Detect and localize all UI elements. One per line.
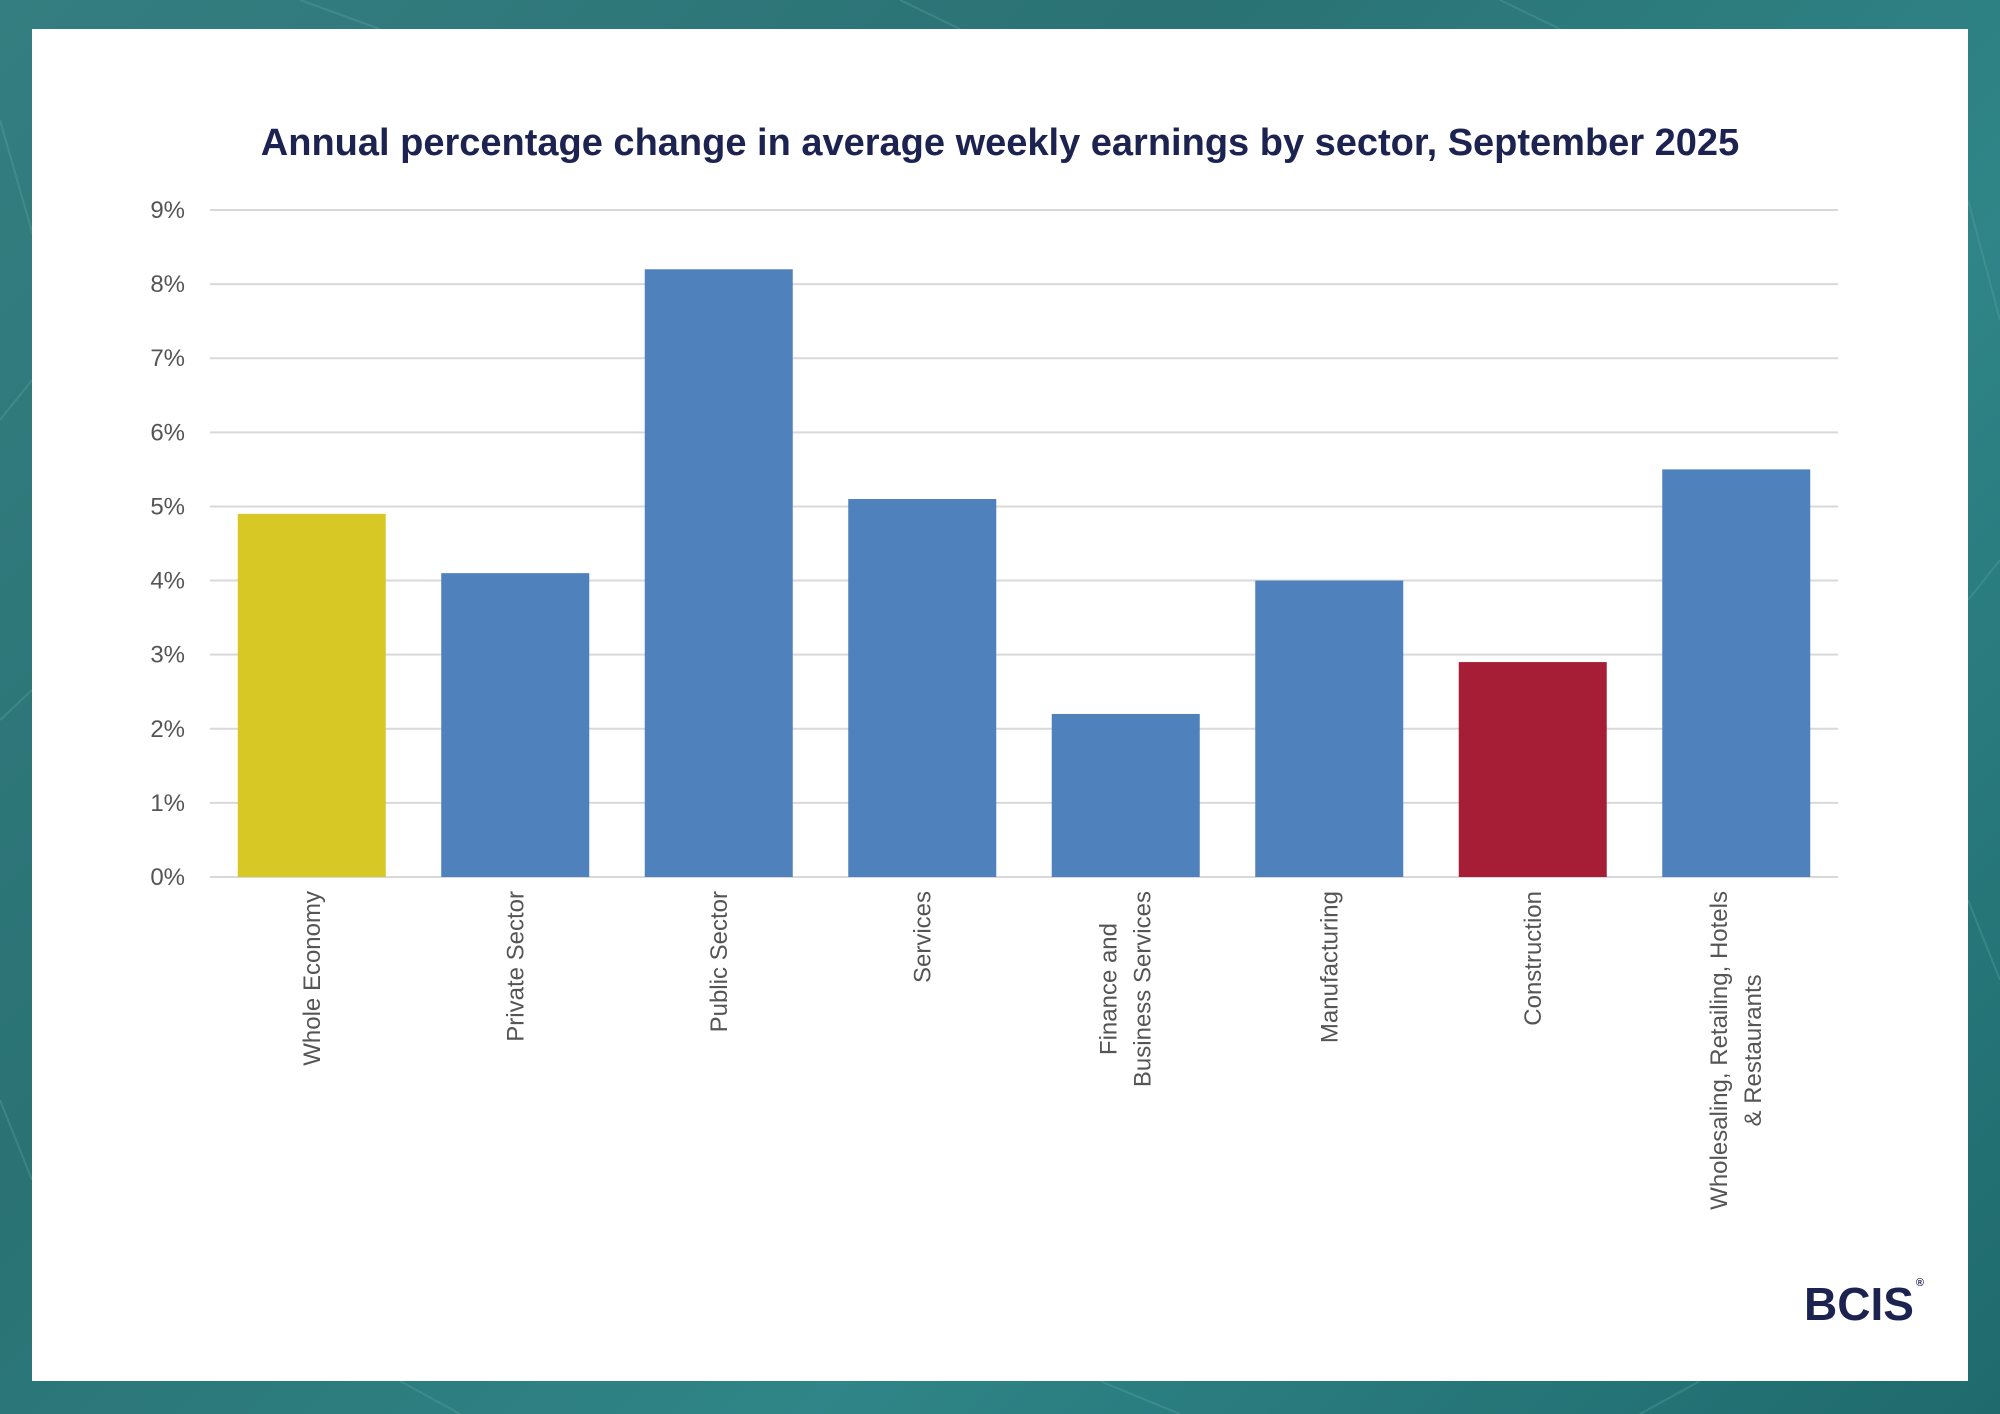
bar: [1458, 662, 1607, 877]
x-tick-label-line: Wholesaling, Retailing, Hotels: [1706, 891, 1733, 1210]
y-tick-label: 6%: [150, 419, 185, 446]
y-tick-label: 0%: [150, 864, 185, 891]
y-tick-label: 3%: [150, 642, 185, 669]
bar: [237, 513, 386, 877]
x-tick-label: Manufacturing: [1316, 891, 1343, 1043]
bar: [848, 499, 997, 877]
x-tick-label-line: Public Sector: [706, 891, 733, 1032]
y-tick-label: 1%: [150, 790, 185, 817]
y-tick-label: 5%: [150, 493, 185, 520]
registered-mark: ®: [1915, 1277, 1925, 1289]
y-tick-label: 4%: [150, 568, 185, 595]
x-tick-label-line: Private Sector: [502, 891, 529, 1042]
y-tick-label: 7%: [150, 345, 185, 372]
x-tick-label-line: Services: [909, 891, 936, 983]
chart-title: Annual percentage change in average week…: [261, 122, 1739, 164]
bcis-logo: BCIS ®: [1804, 1277, 1924, 1331]
y-axis-ticks: 0% 1% 2% 3% 4% 5% 6% 7% 8% 9%: [150, 197, 185, 891]
x-axis-labels: Whole Economy Private Sector Public Sector…: [299, 891, 1768, 1210]
bar: [1051, 713, 1200, 877]
x-tick-label-line: Whole Economy: [299, 891, 326, 1066]
y-tick-label: 2%: [150, 716, 185, 743]
x-tick-label-line: Manufacturing: [1316, 891, 1343, 1043]
x-tick-label-line: Finance and: [1096, 923, 1123, 1055]
y-tick-label: 9%: [150, 197, 185, 224]
bar: [644, 269, 793, 877]
x-tick-label: Public Sector: [706, 891, 733, 1032]
bar: [1662, 469, 1811, 877]
x-tick-label: Private Sector: [502, 891, 529, 1042]
bar-chart: Annual percentage change in average week…: [150, 122, 1838, 1210]
x-tick-label-line: Construction: [1520, 891, 1547, 1026]
x-tick-label: Wholesaling, Retailing, Hotels & Restaura…: [1706, 891, 1767, 1210]
x-tick-label-line: & Restaurants: [1740, 974, 1767, 1126]
bars: [237, 269, 1811, 877]
x-tick-label: Services: [909, 891, 936, 983]
x-tick-label: Whole Economy: [299, 891, 326, 1066]
x-tick-label: Construction: [1520, 891, 1547, 1026]
bar: [1255, 580, 1404, 877]
x-tick-label: Finance and Business Services: [1096, 891, 1157, 1087]
chart-panel: Annual percentage change in average week…: [32, 29, 1968, 1381]
bar: [441, 573, 590, 877]
logo-text: BCIS: [1804, 1278, 1914, 1330]
y-tick-label: 8%: [150, 271, 185, 298]
x-tick-label-line: Business Services: [1130, 891, 1157, 1087]
